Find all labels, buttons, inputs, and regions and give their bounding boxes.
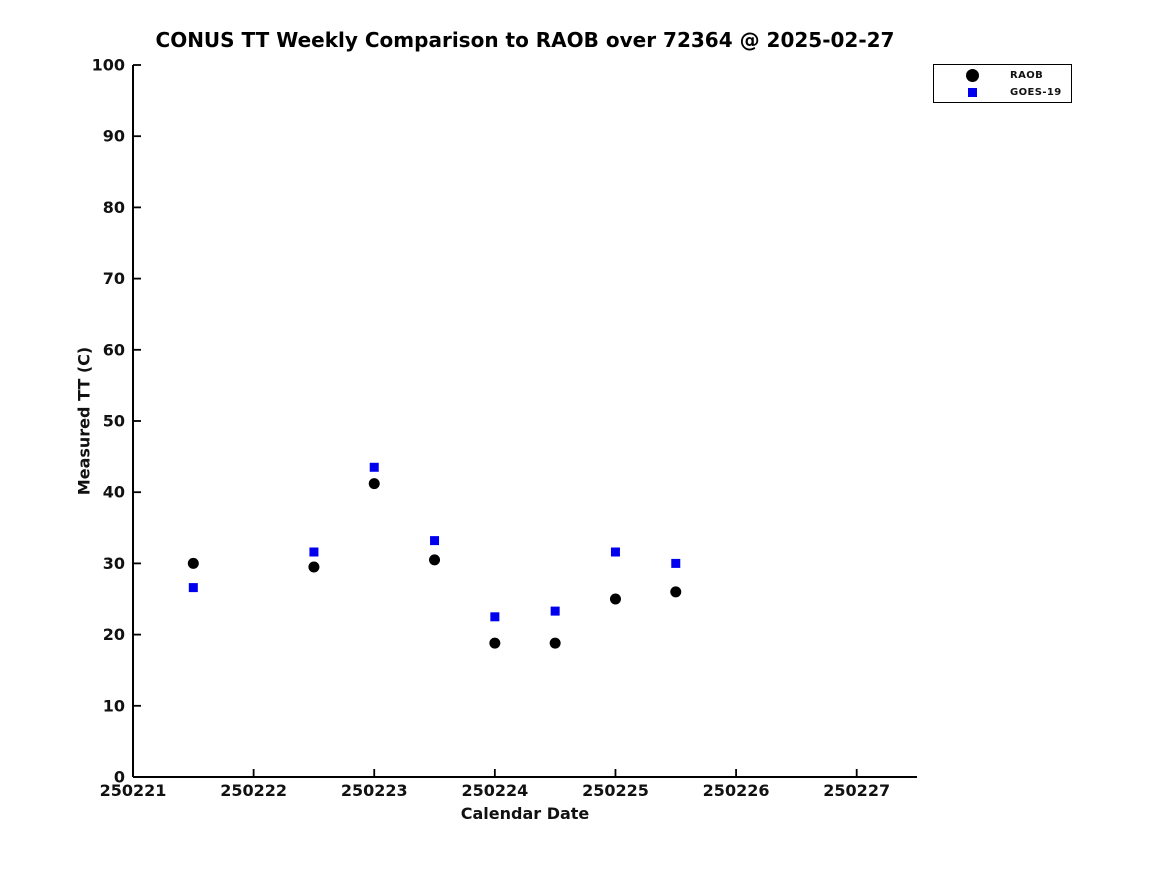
y-tick-label: 30: [103, 554, 125, 573]
y-tick-label: 20: [103, 625, 125, 644]
legend-label-goes19: GOES-19: [1010, 86, 1062, 98]
raob-point: [368, 478, 380, 490]
x-tick-label: 250225: [582, 781, 649, 800]
x-tick-label: 250226: [703, 781, 770, 800]
goes19-point: [490, 612, 500, 622]
x-tick-label: 250221: [100, 781, 167, 800]
goes19-point: [610, 547, 620, 557]
goes19-point: [671, 558, 681, 568]
goes19-point: [188, 583, 198, 593]
raob-point: [489, 637, 501, 649]
x-tick-label: 250222: [220, 781, 287, 800]
legend: RAOB GOES-19: [933, 64, 1072, 103]
legend-item-raob: RAOB: [934, 68, 1071, 83]
goes19-square-marker-icon: [967, 87, 977, 97]
y-tick-label: 50: [103, 412, 125, 431]
raob-point: [429, 554, 441, 566]
raob-point: [609, 593, 621, 605]
legend-item-goes19: GOES-19: [934, 85, 1071, 100]
chart-title: CONUS TT Weekly Comparison to RAOB over …: [155, 28, 895, 52]
y-tick-label: 0: [114, 768, 125, 787]
raob-point: [670, 586, 682, 598]
goes19-point: [430, 536, 440, 546]
y-tick-label: 40: [103, 483, 125, 502]
raob-point: [187, 557, 199, 569]
y-tick-label: 10: [103, 696, 125, 715]
y-tick-label: 70: [103, 269, 125, 288]
y-tick-label: 60: [103, 340, 125, 359]
y-tick-label: 90: [103, 127, 125, 146]
legend-label-raob: RAOB: [1010, 69, 1044, 81]
y-tick-label: 100: [92, 56, 125, 75]
raob-point: [549, 637, 561, 649]
y-tick-label: 80: [103, 198, 125, 217]
x-tick-label: 250223: [341, 781, 408, 800]
raob-point: [308, 561, 320, 573]
x-tick-label: 250224: [461, 781, 528, 800]
raob-circle-marker-icon: [965, 68, 979, 82]
goes19-point: [550, 606, 560, 616]
goes19-point: [369, 462, 379, 472]
goes19-point: [309, 547, 319, 557]
x-axis-label: Calendar Date: [460, 804, 590, 823]
x-tick-label: 250227: [823, 781, 890, 800]
